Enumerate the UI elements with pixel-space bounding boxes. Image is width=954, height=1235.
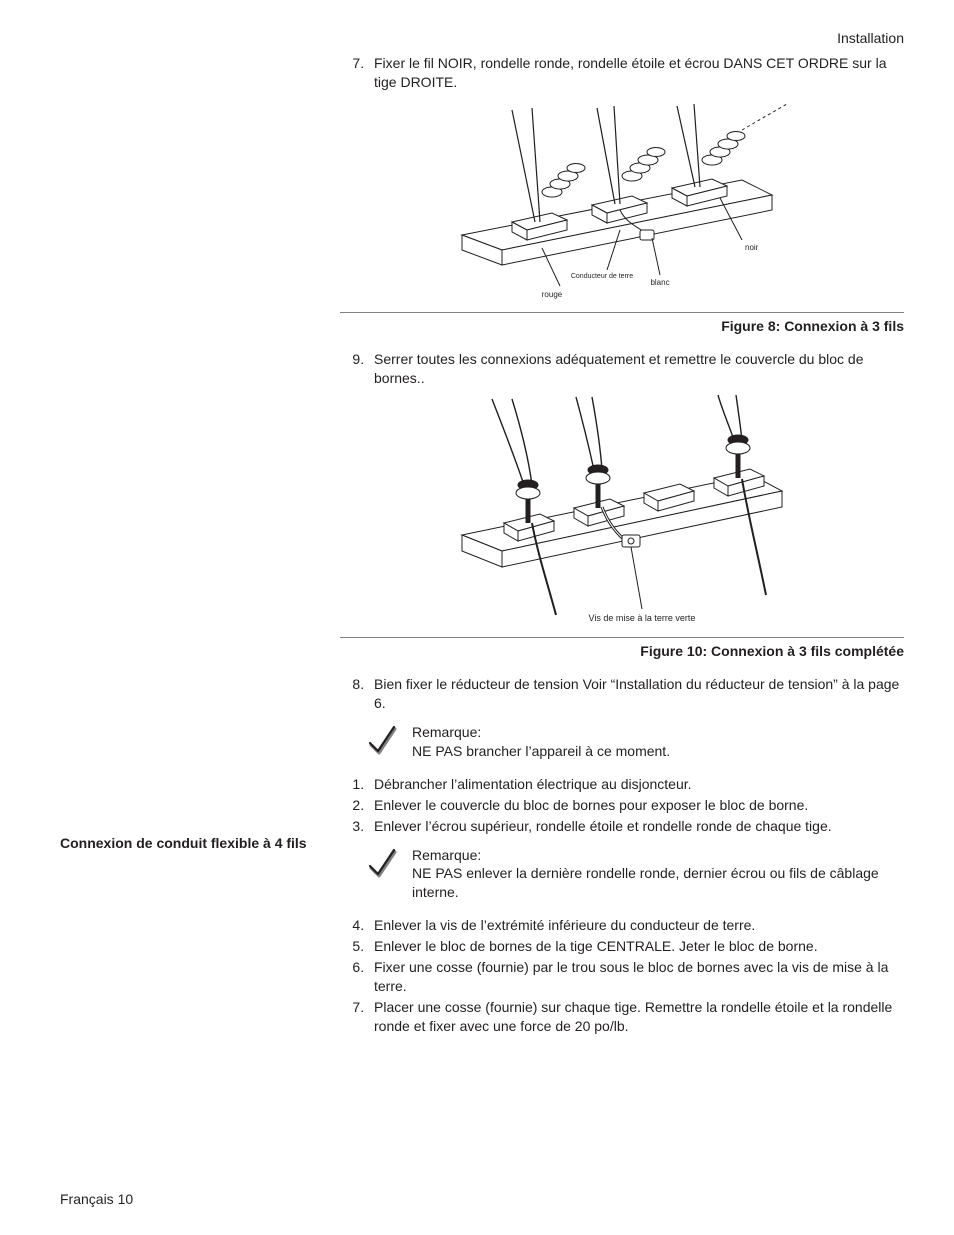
- divider: [340, 637, 904, 638]
- list-item: Enlever le couvercle du bloc de bornes p…: [368, 796, 904, 815]
- figure-8-svg: rouge Conducteur de terre blanc noir: [442, 100, 802, 310]
- note-title: Remarque:: [412, 723, 670, 742]
- list-item: Fixer le fil NOIR, rondelle ronde, ronde…: [368, 54, 904, 92]
- checkmark-icon: [366, 846, 400, 882]
- fig10-label: Vis de mise à la terre verte: [589, 613, 696, 623]
- section-header: Installation: [60, 30, 904, 46]
- note-1: Remarque: NE PAS brancher l’appareil à c…: [366, 723, 904, 761]
- note-title: Remarque:: [412, 846, 904, 865]
- sidebar: Connexion de conduit flexible à 4 fils: [60, 54, 330, 1042]
- fig8-label-ground: Conducteur de terre: [571, 273, 633, 280]
- page: Installation Connexion de conduit flexib…: [0, 0, 954, 1235]
- page-footer: Français 10: [60, 1191, 133, 1207]
- fig8-label-blanc: blanc: [650, 278, 669, 287]
- list-step8: Bien fixer le réducteur de tension Voir …: [340, 675, 904, 713]
- list-b: Enlever la vis de l’extrémité inférieure…: [340, 916, 904, 1035]
- list-step7: Fixer le fil NOIR, rondelle ronde, ronde…: [340, 54, 904, 92]
- list-item: Placer une cosse (fournie) sur chaque ti…: [368, 998, 904, 1036]
- list-a: Débrancher l’alimentation électrique au …: [340, 775, 904, 836]
- list-item: Enlever l’écrou supérieur, rondelle étoi…: [368, 817, 904, 836]
- list-item: Bien fixer le réducteur de tension Voir …: [368, 675, 904, 713]
- note-2-text: Remarque: NE PAS enlever la dernière ron…: [412, 846, 904, 903]
- note-1-text: Remarque: NE PAS brancher l’appareil à c…: [412, 723, 670, 761]
- note-body: NE PAS enlever la dernière rondelle rond…: [412, 864, 904, 902]
- figure-8: rouge Conducteur de terre blanc noir: [340, 100, 904, 310]
- checkmark-icon: [366, 723, 400, 759]
- figure-10-svg: Vis de mise à la terre verte: [442, 395, 802, 635]
- fig8-label-noir: noir: [745, 243, 759, 252]
- note-2: Remarque: NE PAS enlever la dernière ron…: [366, 846, 904, 903]
- list-step9: Serrer toutes les connexions adéquatemen…: [340, 350, 904, 388]
- figure-10: Vis de mise à la terre verte: [340, 395, 904, 635]
- sidebar-heading: Connexion de conduit flexible à 4 fils: [60, 834, 330, 853]
- divider: [340, 312, 904, 313]
- fig8-label-rouge: rouge: [542, 290, 563, 299]
- list-item: Fixer une cosse (fournie) par le trou so…: [368, 958, 904, 996]
- list-item: Enlever le bloc de bornes de la tige CEN…: [368, 937, 904, 956]
- figure-10-caption: Figure 10: Connexion à 3 fils complétée: [340, 642, 904, 661]
- figure-8-caption: Figure 8: Connexion à 3 fils: [340, 317, 904, 336]
- list-item: Enlever la vis de l’extrémité inférieure…: [368, 916, 904, 935]
- list-item: Serrer toutes les connexions adéquatemen…: [368, 350, 904, 388]
- list-item: Débrancher l’alimentation électrique au …: [368, 775, 904, 794]
- main-content: Fixer le fil NOIR, rondelle ronde, ronde…: [340, 54, 904, 1042]
- two-column-layout: Connexion de conduit flexible à 4 fils F…: [60, 54, 904, 1042]
- note-body: NE PAS brancher l’appareil à ce moment.: [412, 742, 670, 761]
